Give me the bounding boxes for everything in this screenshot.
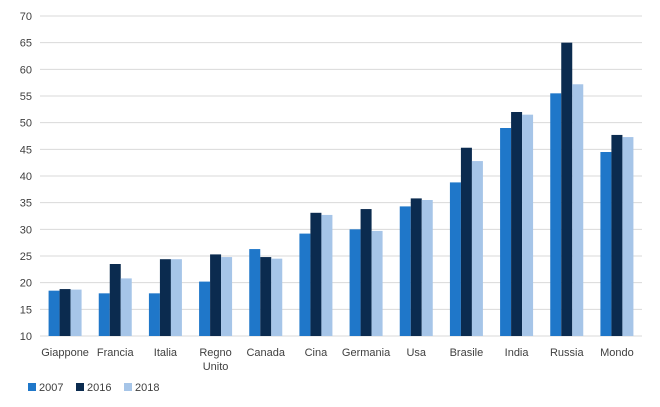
bar-2007-usa [399,206,411,336]
bar-2018-india [522,114,534,337]
legend-swatch-2007 [28,383,36,391]
y-tick-label: 25 [20,251,32,263]
y-axis-ticks: 10 15 20 25 30 35 40 45 50 55 60 65 70 [20,11,32,343]
x-category-label: Francia [97,347,135,359]
bar-2007-regno-unito [199,281,211,336]
gridlines [40,15,642,337]
bar-2018-regno-unito [221,257,233,336]
bar-2016-mondo [611,134,623,336]
bar-2016-francia [109,264,121,336]
bar-2016-india [511,112,523,336]
y-tick-label: 30 [20,224,32,236]
bar-2018-giappone [70,289,82,336]
x-category-label: Brasile [450,347,484,359]
bar-2018-germania [371,230,383,336]
bar-2016-regno-unito [210,254,222,336]
bar-2016-brasile [460,147,472,336]
x-category-label: Italia [154,347,178,359]
y-tick-label: 15 [20,304,32,316]
x-category-label: Mondo [600,347,634,359]
bars [48,42,634,337]
x-category-label: Canada [246,347,285,359]
bar-2007-giappone [48,290,60,336]
x-category-label: India [505,347,530,359]
y-tick-label: 40 [20,171,32,183]
y-tick-label: 70 [20,11,32,23]
bar-2016-germania [360,209,372,336]
x-category-label: Russia [550,347,585,359]
legend: 2007 2016 2018 [28,382,159,394]
bar-2018-canada [271,258,283,336]
x-category-label: Regno Unito [199,347,231,373]
bar-2018-cina [321,214,333,336]
bar-2018-brasile [471,161,483,336]
y-tick-label: 45 [20,144,32,156]
legend-label-2018: 2018 [135,382,159,394]
x-axis-labels: Giappone Francia Italia Regno Unito Canada Cin… [41,347,634,373]
legend-swatch-2016 [76,383,84,391]
y-tick-label: 20 [20,278,32,290]
bar-2016-canada [260,257,272,336]
bar-2007-mondo [600,152,612,336]
y-tick-label: 10 [20,331,32,343]
y-tick-label: 55 [20,91,32,103]
bar-2007-canada [249,249,261,336]
bar-2007-brasile [449,182,461,336]
bar-2007-cina [299,233,311,336]
x-category-label: Germania [342,347,391,359]
bar-2007-russia [550,93,562,336]
bar-2016-italia [159,259,171,336]
legend-label-2007: 2007 [39,382,63,394]
bar-2018-francia [120,278,132,336]
bar-2007-india [500,128,512,336]
bar-2016-giappone [59,289,71,336]
bar-2007-italia [148,293,160,336]
bar-2007-francia [98,293,110,336]
bar-2007-germania [349,229,361,336]
x-category-label: Cina [305,347,329,359]
y-tick-label: 60 [20,64,32,76]
bar-2016-cina [310,212,322,336]
bar-2016-usa [410,198,422,336]
bar-2018-italia [170,259,182,336]
y-tick-label: 50 [20,118,32,130]
bar-2018-mondo [622,137,634,336]
y-tick-label: 35 [20,198,32,210]
bar-2016-russia [561,42,573,337]
legend-swatch-2018 [124,383,132,391]
x-category-label: Giappone [41,347,89,359]
x-category-label: Usa [406,347,426,359]
y-tick-label: 65 [20,38,32,50]
bar-2018-russia [572,84,584,337]
bar-2018-usa [421,200,433,336]
legend-label-2016: 2016 [87,382,111,394]
